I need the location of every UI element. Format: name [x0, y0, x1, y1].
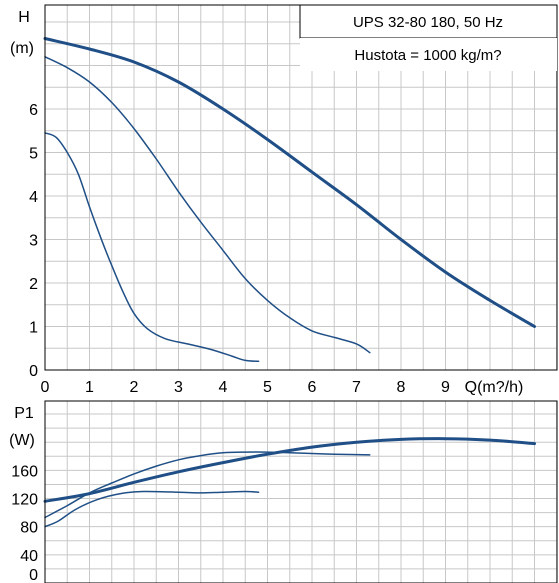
power-curve-2 [44, 451, 371, 519]
head-y-tick: 0 [29, 363, 38, 380]
power-curves [43, 437, 536, 528]
x-tick: 8 [397, 379, 406, 396]
head-y-tick: 1 [29, 320, 38, 337]
head-ylabel-unit: (m) [10, 40, 34, 57]
power-ylabel-unit: (W) [9, 432, 35, 449]
power-y-tick: 0 [29, 567, 38, 583]
power-ylabel-top: P1 [14, 405, 34, 422]
head-y-tick: 2 [29, 276, 38, 293]
head-curve-3 [44, 132, 260, 363]
x-tick: 1 [85, 379, 94, 396]
x-tick: 5 [263, 379, 272, 396]
x-tick: 6 [308, 379, 317, 396]
power-y-tick: 160 [11, 463, 38, 480]
legend-title-box [299, 4, 558, 39]
x-tick: 2 [130, 379, 139, 396]
power-grid [44, 401, 558, 583]
head-y-tick: 5 [29, 146, 38, 163]
legend-density: Hustota = 1000 kg/m? [354, 47, 501, 64]
legend-title: UPS 32-80 180, 50 Hz [353, 14, 503, 31]
x-tick: 0 [41, 379, 50, 396]
power-y-tick: 40 [20, 548, 38, 565]
head-curves [43, 37, 536, 363]
x-tick: 7 [352, 379, 361, 396]
head-y-tick: 6 [29, 102, 38, 119]
power-curve-1 [43, 437, 536, 503]
power-y-tick: 120 [11, 492, 38, 509]
head-y-tick: 3 [29, 233, 38, 250]
head-curve-1 [43, 37, 536, 328]
legend-box: UPS 32-80 180, 50 Hz Hustota = 1000 kg/m… [299, 4, 558, 71]
power-plot-frame [44, 400, 558, 583]
head-panel: 0 1 2 3 4 5 6 0 1 2 3 4 5 6 7 8 9 H (m) Q(m?/h) UPS 32-… [10, 4, 558, 396]
head-x-ticks: 0 1 2 3 4 5 6 7 8 9 [41, 379, 451, 396]
x-tick: 4 [219, 379, 228, 396]
head-ylabel-top: H [18, 9, 30, 26]
head-y-ticks: 0 1 2 3 4 5 6 [29, 102, 38, 380]
x-tick: 3 [174, 379, 183, 396]
x-axis-label: Q(m?/h) [465, 379, 524, 396]
power-curve-3 [44, 490, 260, 528]
power-panel: 0 40 80 120 160 P1 (W) [9, 400, 558, 583]
head-curve-2 [44, 56, 371, 354]
power-y-ticks: 0 40 80 120 160 [11, 463, 38, 583]
legend-density-box [300, 38, 557, 71]
head-y-tick: 4 [29, 189, 38, 206]
power-y-tick: 80 [20, 520, 38, 537]
x-tick: 9 [441, 379, 450, 396]
